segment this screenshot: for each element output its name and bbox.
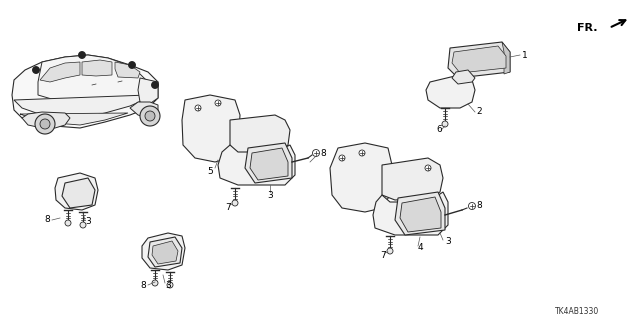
Polygon shape [502, 42, 510, 74]
Polygon shape [426, 76, 475, 108]
Polygon shape [373, 192, 448, 235]
Text: 2: 2 [476, 108, 482, 116]
Polygon shape [115, 62, 140, 78]
Polygon shape [38, 55, 148, 103]
Polygon shape [400, 197, 441, 232]
Text: 3: 3 [445, 237, 451, 246]
Text: 8: 8 [140, 281, 146, 290]
Circle shape [167, 282, 173, 288]
Text: FR.: FR. [577, 23, 598, 33]
Polygon shape [448, 42, 510, 78]
Polygon shape [82, 60, 112, 76]
Text: 8: 8 [44, 215, 50, 225]
Polygon shape [40, 62, 80, 82]
Polygon shape [230, 115, 290, 155]
Polygon shape [452, 70, 475, 84]
Circle shape [152, 280, 158, 286]
Circle shape [195, 105, 201, 111]
Circle shape [442, 121, 448, 127]
Circle shape [152, 82, 159, 89]
Polygon shape [138, 78, 158, 105]
Text: 3: 3 [85, 218, 91, 227]
Text: 3: 3 [165, 281, 171, 290]
Polygon shape [382, 158, 443, 200]
Polygon shape [142, 233, 185, 270]
Circle shape [65, 220, 71, 226]
Circle shape [129, 61, 136, 68]
Polygon shape [62, 178, 95, 208]
Polygon shape [452, 46, 506, 73]
Circle shape [79, 52, 86, 59]
Polygon shape [250, 148, 288, 180]
Circle shape [387, 248, 393, 254]
Polygon shape [12, 55, 158, 128]
Polygon shape [330, 143, 392, 212]
Circle shape [339, 155, 345, 161]
Text: 1: 1 [522, 51, 528, 60]
Circle shape [140, 106, 160, 126]
Circle shape [33, 67, 40, 74]
Circle shape [359, 150, 365, 156]
Text: 8: 8 [476, 202, 482, 211]
Polygon shape [130, 102, 158, 118]
Polygon shape [55, 173, 98, 210]
Circle shape [312, 149, 319, 156]
Polygon shape [245, 143, 292, 183]
Text: 6: 6 [436, 125, 442, 134]
Polygon shape [20, 113, 128, 125]
Text: 3: 3 [267, 190, 273, 199]
Circle shape [232, 200, 238, 206]
Circle shape [215, 100, 221, 106]
Text: TK4AB1330: TK4AB1330 [555, 308, 599, 316]
Circle shape [40, 119, 50, 129]
Text: 7: 7 [225, 203, 231, 212]
Text: 8: 8 [320, 148, 326, 157]
Polygon shape [22, 112, 70, 128]
Text: 7: 7 [380, 251, 386, 260]
Circle shape [80, 222, 86, 228]
Polygon shape [182, 95, 240, 162]
Circle shape [468, 203, 476, 210]
Circle shape [425, 165, 431, 171]
Circle shape [35, 114, 55, 134]
Polygon shape [148, 237, 182, 267]
Text: 4: 4 [418, 244, 424, 252]
Polygon shape [218, 145, 295, 185]
Text: 5: 5 [207, 167, 213, 177]
Polygon shape [152, 241, 178, 264]
Polygon shape [395, 192, 445, 235]
Polygon shape [14, 95, 148, 118]
Circle shape [145, 111, 155, 121]
